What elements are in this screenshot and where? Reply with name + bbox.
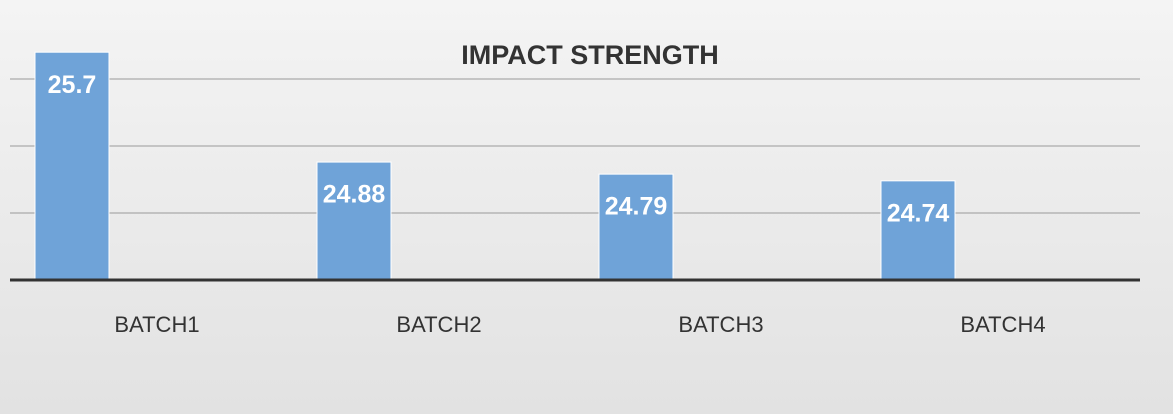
bar <box>316 161 392 281</box>
data-label: 24.74 <box>887 199 950 227</box>
data-label: 25.7 <box>48 71 97 99</box>
bar <box>880 180 956 281</box>
x-tick-label: BATCH4 <box>960 312 1045 337</box>
data-label: 24.79 <box>605 193 668 221</box>
x-tick-label: BATCH2 <box>396 312 481 337</box>
data-label: 24.88 <box>323 181 386 209</box>
chart-title: IMPACT STRENGTH <box>461 40 719 70</box>
bar <box>598 173 674 281</box>
x-tick-label: BATCH1 <box>114 312 199 337</box>
x-tick-label: BATCH3 <box>678 312 763 337</box>
